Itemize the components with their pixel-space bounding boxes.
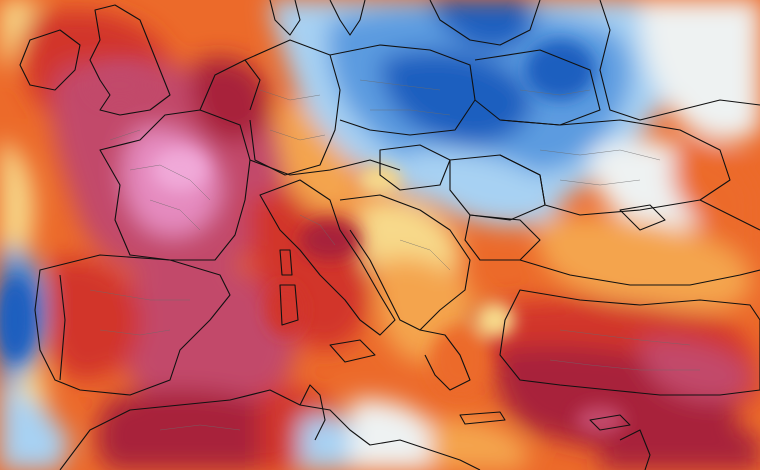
caucasus-orange-red xyxy=(672,140,760,260)
ukraine-outline xyxy=(499,119,731,216)
alps-orange xyxy=(276,100,361,214)
baltic-deep-blue xyxy=(430,0,534,50)
hungary-outline xyxy=(379,144,451,191)
atlantic-light-blue-south xyxy=(0,385,70,470)
subregion-line xyxy=(370,109,451,116)
portugal-border xyxy=(59,274,66,381)
north-africa-coast xyxy=(59,389,481,470)
iberia-blue-coast xyxy=(0,280,33,360)
sicily-outline xyxy=(329,339,376,363)
subregion-line xyxy=(549,359,700,371)
subregion-line xyxy=(129,164,211,201)
crimea-outline xyxy=(619,204,666,231)
aegean-yellow-spot xyxy=(475,302,515,338)
subregion-line xyxy=(259,89,321,101)
subregion-line xyxy=(359,79,441,91)
sardinia-red-spot xyxy=(267,285,303,335)
czech-yellow-spot xyxy=(358,165,402,195)
color-field-detail xyxy=(0,40,625,435)
country-borders xyxy=(19,0,760,470)
denmark-outline xyxy=(269,0,301,36)
carpathian-light-blue xyxy=(410,149,562,226)
black-sea-orange xyxy=(537,216,752,311)
subregion-line xyxy=(109,129,141,141)
balkans-outline xyxy=(339,194,471,331)
turkey-outline xyxy=(499,289,760,396)
regional-borders xyxy=(89,79,700,431)
corsica-outline xyxy=(279,249,293,276)
russia-west-edge xyxy=(599,0,760,121)
crete-outline xyxy=(459,411,506,425)
poland-deep-blue xyxy=(380,50,532,145)
greece-orange-spot xyxy=(430,325,490,395)
caucasus-outline xyxy=(699,199,760,231)
iberia-red-west xyxy=(45,257,141,380)
black-sea-south-coast xyxy=(519,259,760,286)
germany-outline xyxy=(244,39,341,176)
belarus-deep-blue-spot xyxy=(525,40,595,100)
north-atlantic-yellow xyxy=(0,0,40,70)
subregion-line xyxy=(89,289,190,301)
italy-outline xyxy=(259,179,396,336)
subregion-line xyxy=(559,179,641,186)
subregion-line xyxy=(149,199,201,231)
iberia-outline xyxy=(34,254,231,396)
subregion-line xyxy=(519,89,591,96)
east-med-orange xyxy=(430,419,530,470)
subregion-line xyxy=(539,149,661,161)
ireland-outline xyxy=(19,29,81,91)
subregion-line xyxy=(559,329,691,346)
subregion-line xyxy=(159,424,241,431)
subregion-line xyxy=(269,129,326,141)
adriatic-crimson-spot xyxy=(300,220,360,260)
subregion-line xyxy=(399,239,451,271)
tunisia-outline xyxy=(299,384,326,441)
sweden-coast xyxy=(329,0,366,36)
uk-magenta-spot xyxy=(90,67,150,103)
eastern-europe-pale xyxy=(640,0,760,141)
subregion-line xyxy=(99,329,171,336)
north-africa-crimson xyxy=(96,389,308,470)
greece-outline xyxy=(419,329,471,391)
levant-coast xyxy=(619,429,651,470)
sardinia-outline xyxy=(279,284,299,326)
iberia-magenta xyxy=(117,263,297,421)
baltics-outline xyxy=(429,0,541,46)
france-outline xyxy=(99,109,251,261)
paris-pink-spot xyxy=(152,148,208,192)
britain-outline xyxy=(89,4,171,116)
subregion-line xyxy=(299,214,336,246)
central-med-pale xyxy=(350,399,440,470)
cyprus-outline xyxy=(589,414,631,431)
